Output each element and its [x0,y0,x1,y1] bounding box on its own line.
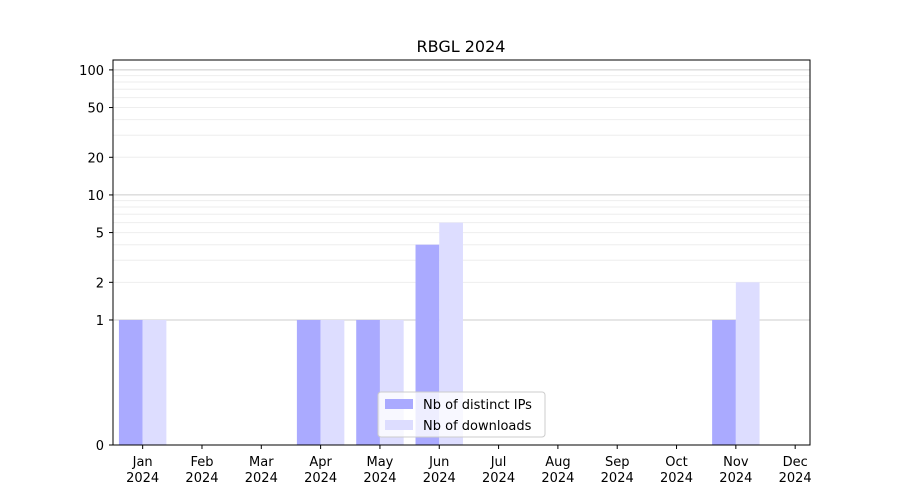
y-tick-label: 2 [96,276,104,291]
x-tick-label-month: Aug [545,455,570,470]
y-tick-label: 5 [96,227,104,242]
x-tick-label-year: 2024 [304,471,337,486]
x-tick-label-month: May [366,455,393,470]
x-tick-label-year: 2024 [363,471,396,486]
legend-label: Nb of downloads [423,419,532,434]
x-tick-label-month: Dec [783,455,808,470]
y-tick-label: 20 [87,151,104,166]
bar-downloads [439,222,463,445]
x-tick-label-year: 2024 [423,471,456,486]
chart-title: RBGL 2024 [417,37,506,56]
x-tick-label-month: Apr [309,455,332,470]
bar-ips [356,319,380,445]
x-tick-label-month: Mar [249,455,274,470]
x-tick-label-month: Jan [132,455,153,470]
x-tick-label-year: 2024 [185,471,218,486]
x-tick-label-year: 2024 [719,471,752,486]
x-tick-label-month: Nov [723,455,749,470]
x-tick-label-month: Feb [190,455,213,470]
x-axis: Jan2024Feb2024Mar2024Apr2024May2024Jun20… [126,445,812,486]
y-axis: 0 1 2 5 10 20 50 100 [79,64,113,454]
x-tick-label-month: Jun [428,455,449,470]
y-tick-label: 100 [79,64,104,79]
x-tick-label-month: Jul [490,455,507,470]
bar-downloads [320,319,345,445]
y-tick-label: 50 [87,102,104,117]
bar-downloads [735,282,760,445]
bar-ips [118,319,143,445]
x-tick-label-year: 2024 [541,471,574,486]
legend-swatch [385,420,413,430]
plot-frame [112,59,811,446]
legend-box [377,391,546,438]
bar-downloads [142,319,167,445]
x-tick-label-year: 2024 [779,471,812,486]
x-tick-label-year: 2024 [482,471,515,486]
y-tick-label: 0 [96,439,104,454]
bar-ips [712,319,736,445]
x-tick-label-month: Sep [605,455,630,470]
legend-label: Nb of distinct IPs [423,398,532,413]
y-tick-label: 10 [87,189,104,204]
legend: Nb of distinct IPs Nb of downloads [377,391,546,438]
bar-ips [296,319,321,445]
x-tick-label-year: 2024 [126,471,159,486]
legend-swatch [385,399,413,409]
bars [118,222,760,445]
y-tick-label: 1 [96,314,104,329]
x-tick-label-month: Oct [665,455,687,470]
x-tick-label-year: 2024 [601,471,634,486]
x-tick-label-year: 2024 [245,471,278,486]
x-tick-label-year: 2024 [660,471,693,486]
